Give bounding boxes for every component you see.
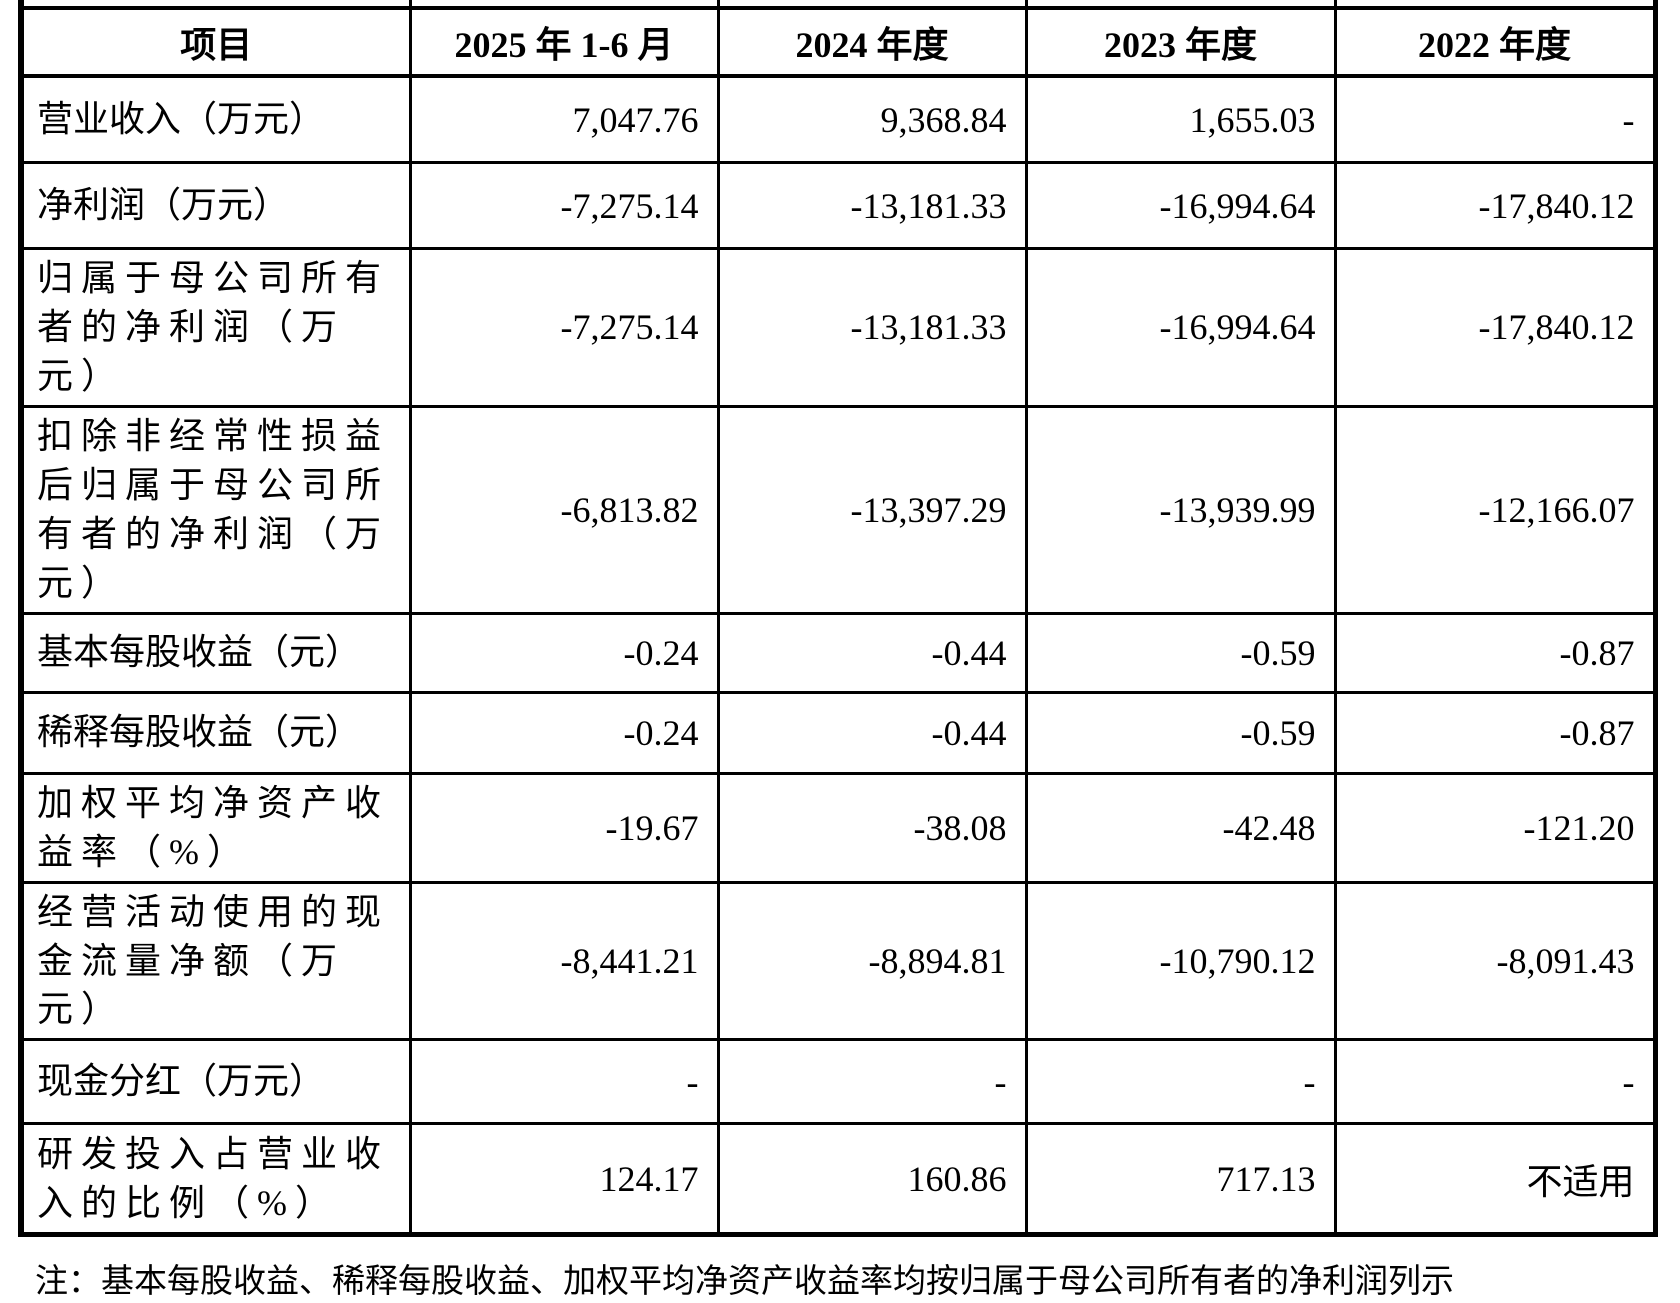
cell-value: -0.44: [716, 690, 1028, 775]
cell-value: -16,994.64: [1024, 161, 1337, 250]
table-header-row: 项目 2025 年 1-6 月 2024 年度 2023 年度 2022 年度: [19, 6, 1657, 78]
table-row: 净利润（万元） -7,275.14 -13,181.33 -16,994.64 …: [19, 161, 1657, 250]
cell-value: 7,047.76: [408, 74, 720, 164]
cell-value: -0.87: [1333, 690, 1657, 775]
table-row: 扣除非经常性损益 后归属于母公司所 有者的净利润（万 元） -6,813.82 …: [19, 404, 1657, 615]
cell-value: -13,181.33: [716, 161, 1028, 250]
row-label: 稀释每股收益（元）: [19, 690, 412, 775]
cell-value: -16,994.64: [1024, 247, 1337, 408]
row-label: 研发投入占营业收 入的比例（%）: [19, 1122, 412, 1237]
cell-value: -19.67: [408, 771, 720, 884]
cell-value: -: [408, 1038, 720, 1126]
table-row: 营业收入（万元） 7,047.76 9,368.84 1,655.03 -: [19, 74, 1657, 164]
cell-value: -13,181.33: [716, 247, 1028, 408]
cell-value: -: [1024, 1038, 1337, 1126]
cell-value: -0.59: [1024, 690, 1337, 775]
cell-value: -7,275.14: [408, 247, 720, 408]
cell-value: 160.86: [716, 1122, 1028, 1237]
cell-value: -17,840.12: [1333, 247, 1657, 408]
financial-summary-table: 项目 2025 年 1-6 月 2024 年度 2023 年度 2022 年度 …: [18, 0, 1658, 1238]
row-label: 营业收入（万元）: [19, 74, 412, 164]
cell-value: 9,368.84: [716, 74, 1028, 164]
partial-row-top: [19, 0, 1657, 10]
partial-cell: [1333, 0, 1657, 10]
cell-value: -13,397.29: [716, 404, 1028, 615]
cell-value: -6,813.82: [408, 404, 720, 615]
row-label: 基本每股收益（元）: [19, 611, 412, 694]
cell-value: -42.48: [1024, 771, 1337, 884]
cell-value: -10,790.12: [1024, 880, 1337, 1042]
column-header-2023: 2023 年度: [1024, 6, 1337, 78]
row-label: 现金分红（万元）: [19, 1038, 412, 1126]
table-row: 经营活动使用的现 金流量净额（万元） -8,441.21 -8,894.81 -…: [19, 880, 1657, 1042]
row-label: 归属于母公司所有 者的净利润（万元）: [19, 247, 412, 408]
cell-value: 1,655.03: [1024, 74, 1337, 164]
column-header-2024: 2024 年度: [716, 6, 1028, 78]
partial-cell: [19, 0, 412, 10]
table-row: 加权平均净资产收 益率（%） -19.67 -38.08 -42.48 -121…: [19, 771, 1657, 884]
cell-value: -13,939.99: [1024, 404, 1337, 615]
cell-value: -121.20: [1333, 771, 1657, 884]
cell-value: 124.17: [408, 1122, 720, 1237]
cell-value: -12,166.07: [1333, 404, 1657, 615]
cell-value: -0.87: [1333, 611, 1657, 694]
table-row: 研发投入占营业收 入的比例（%） 124.17 160.86 717.13 不适…: [19, 1122, 1657, 1237]
cell-value: -0.59: [1024, 611, 1337, 694]
cell-value: 不适用: [1333, 1122, 1657, 1237]
partial-cell: [716, 0, 1028, 10]
table-row: 稀释每股收益（元） -0.24 -0.44 -0.59 -0.87: [19, 690, 1657, 775]
table-row: 归属于母公司所有 者的净利润（万元） -7,275.14 -13,181.33 …: [19, 247, 1657, 408]
column-header-2022: 2022 年度: [1333, 6, 1657, 78]
cell-value: -8,894.81: [716, 880, 1028, 1042]
cell-value: -0.24: [408, 611, 720, 694]
row-label: 扣除非经常性损益 后归属于母公司所 有者的净利润（万 元）: [19, 404, 412, 615]
cell-value: -17,840.12: [1333, 161, 1657, 250]
table-row: 现金分红（万元） - - - -: [19, 1038, 1657, 1126]
partial-cell: [408, 0, 720, 10]
cell-value: -: [1333, 1038, 1657, 1126]
cell-value: -7,275.14: [408, 161, 720, 250]
cell-value: -: [1333, 74, 1657, 164]
cell-value: -8,091.43: [1333, 880, 1657, 1042]
cell-value: -8,441.21: [408, 880, 720, 1042]
cell-value: -38.08: [716, 771, 1028, 884]
table-row: 基本每股收益（元） -0.24 -0.44 -0.59 -0.87: [19, 611, 1657, 694]
row-label: 经营活动使用的现 金流量净额（万元）: [19, 880, 412, 1042]
footnote: 注：基本每股收益、稀释每股收益、加权平均净资产收益率均按归属于母公司所有者的净利…: [35, 1264, 1454, 1301]
column-header-item: 项目: [19, 6, 412, 78]
cell-value: -: [716, 1038, 1028, 1126]
partial-cell: [1024, 0, 1337, 10]
cell-value: -0.24: [408, 690, 720, 775]
cell-value: -0.44: [716, 611, 1028, 694]
row-label: 加权平均净资产收 益率（%）: [19, 771, 412, 884]
cell-value: 717.13: [1024, 1122, 1337, 1237]
row-label: 净利润（万元）: [19, 161, 412, 250]
column-header-2025h1: 2025 年 1-6 月: [408, 6, 720, 78]
